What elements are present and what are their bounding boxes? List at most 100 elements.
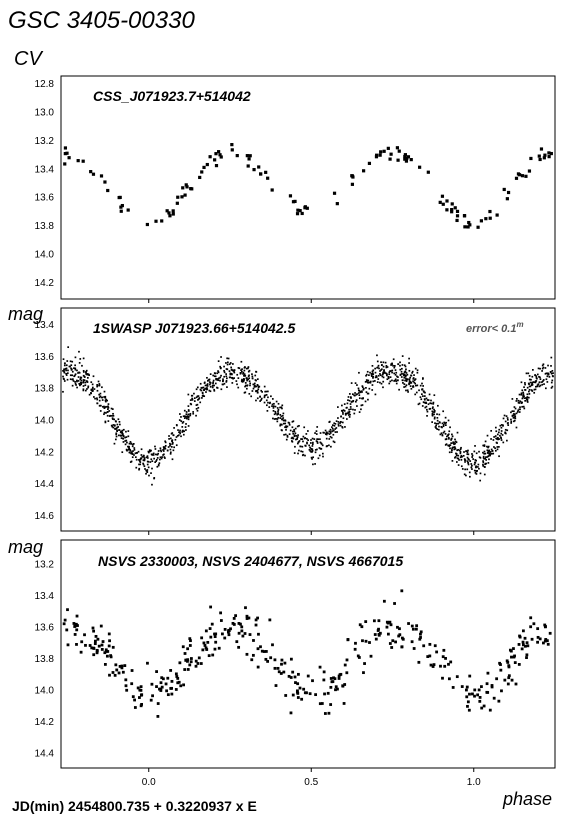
- data-point: [372, 369, 375, 372]
- data-point: [256, 616, 259, 620]
- data-point: [80, 640, 84, 644]
- data-point: [367, 161, 372, 165]
- data-point: [382, 380, 385, 383]
- data-point: [405, 156, 409, 160]
- data-point: [349, 403, 352, 405]
- data-point: [403, 386, 405, 388]
- data-point: [169, 448, 172, 451]
- data-point: [544, 372, 547, 375]
- data-point: [343, 410, 346, 412]
- data-point: [271, 643, 274, 647]
- y-tick-label: 14.4: [35, 479, 55, 490]
- data-point: [515, 426, 518, 429]
- data-point: [293, 434, 296, 437]
- data-point: [337, 417, 339, 419]
- data-point: [311, 445, 314, 447]
- data-point: [541, 381, 543, 383]
- data-point: [522, 391, 525, 394]
- data-point: [464, 468, 466, 471]
- data-point: [260, 397, 263, 400]
- data-point: [386, 632, 390, 636]
- data-point: [197, 398, 200, 401]
- data-point: [257, 632, 260, 636]
- data-point: [204, 646, 208, 650]
- data-point: [115, 435, 118, 438]
- data-point: [492, 439, 495, 441]
- data-point: [456, 457, 459, 460]
- data-point: [177, 680, 181, 684]
- data-point: [200, 386, 203, 389]
- data-point: [261, 391, 263, 393]
- data-point: [395, 382, 398, 385]
- data-point: [316, 442, 319, 444]
- data-point: [171, 441, 174, 444]
- data-point: [496, 448, 499, 451]
- data-point: [223, 371, 226, 374]
- data-point: [414, 627, 418, 631]
- data-point: [441, 434, 444, 436]
- data-point: [544, 638, 548, 641]
- data-point: [465, 450, 468, 452]
- data-point: [347, 396, 350, 398]
- data-point: [131, 695, 135, 699]
- data-point: [385, 366, 388, 369]
- data-point: [379, 373, 381, 375]
- y-tick-label: 14.0: [35, 250, 55, 261]
- data-point: [69, 365, 71, 368]
- data-point: [468, 471, 471, 474]
- data-point: [286, 425, 289, 428]
- data-point: [521, 629, 525, 633]
- data-point: [467, 449, 469, 452]
- data-point: [457, 457, 460, 460]
- data-point: [331, 424, 334, 427]
- data-point: [280, 406, 283, 409]
- data-point: [82, 379, 85, 381]
- data-point: [333, 424, 336, 427]
- data-point: [536, 373, 539, 376]
- data-point: [484, 217, 488, 221]
- data-point: [296, 208, 300, 212]
- data-point: [341, 684, 345, 688]
- data-point: [489, 454, 491, 457]
- data-point: [141, 455, 144, 458]
- data-point: [211, 386, 214, 389]
- data-point: [345, 658, 349, 662]
- data-point: [311, 449, 314, 452]
- data-point: [104, 648, 108, 652]
- data-point: [160, 685, 164, 689]
- data-point: [79, 384, 81, 387]
- data-point: [208, 155, 212, 159]
- data-point: [91, 172, 96, 176]
- data-point: [240, 625, 244, 629]
- data-point: [516, 172, 521, 176]
- data-point: [388, 382, 391, 385]
- data-point: [277, 402, 280, 405]
- data-point: [397, 149, 401, 153]
- data-point: [476, 469, 478, 472]
- data-point: [108, 673, 111, 677]
- data-point: [482, 704, 486, 708]
- data-point: [96, 385, 98, 388]
- data-point: [306, 442, 308, 445]
- data-point: [254, 384, 256, 387]
- data-point: [99, 392, 102, 395]
- data-point: [245, 614, 249, 618]
- data-point: [454, 447, 457, 450]
- data-point: [496, 446, 499, 448]
- data-point: [138, 458, 140, 461]
- data-point: [260, 389, 263, 392]
- data-point: [173, 427, 175, 429]
- data-point: [293, 452, 296, 454]
- data-point: [360, 625, 364, 629]
- data-point: [135, 466, 138, 469]
- data-point: [296, 436, 299, 438]
- data-point: [500, 436, 502, 439]
- data-point: [213, 158, 217, 162]
- data-point: [327, 432, 329, 435]
- data-point: [386, 146, 390, 150]
- data-point: [69, 360, 72, 363]
- data-point: [371, 372, 374, 375]
- data-point: [433, 394, 436, 397]
- data-point: [348, 399, 351, 402]
- data-point: [98, 393, 101, 396]
